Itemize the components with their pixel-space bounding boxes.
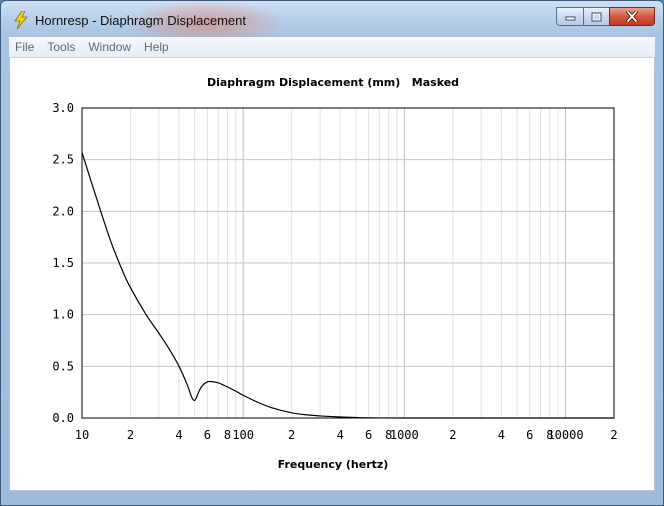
menu-bar: File Tools Window Help <box>9 37 655 58</box>
x-tick-label: 1000 <box>390 428 419 442</box>
x-tick-label: 6 <box>526 428 533 442</box>
menu-tools[interactable]: Tools <box>47 40 76 54</box>
displacement-series-line <box>81 152 614 419</box>
minimize-icon <box>565 16 575 21</box>
x-tick-label: 8 <box>385 428 392 442</box>
x-tick-label: 2 <box>449 428 456 442</box>
plot-frame <box>81 107 615 419</box>
x-tick-label: 4 <box>337 428 344 442</box>
x-tick-label: 6 <box>365 428 372 442</box>
x-tick-label: 2 <box>288 428 295 442</box>
title-bar[interactable]: Hornresp - Diaphragm Displacement <box>1 1 663 37</box>
maximize-icon <box>591 12 602 21</box>
y-tick-label: 2.0 <box>52 204 74 218</box>
menu-help[interactable]: Help <box>144 40 169 54</box>
y-tick-label: 0.0 <box>52 411 74 425</box>
y-tick-label: 0.5 <box>52 359 74 373</box>
menu-window[interactable]: Window <box>88 40 132 54</box>
x-tick-label: 10 <box>75 428 89 442</box>
x-tick-label: 8 <box>546 428 553 442</box>
x-tick-label: 8 <box>224 428 231 442</box>
y-tick-label: 1.0 <box>52 308 74 322</box>
x-axis-label: Frequency (hertz) <box>277 458 389 471</box>
maximize-button[interactable] <box>583 7 609 26</box>
x-tick-label: 4 <box>498 428 505 442</box>
lightning-bolt-icon <box>14 11 28 29</box>
y-tick-label: 3.0 <box>52 101 74 115</box>
chart-title: Diaphragm Displacement (mm) Masked <box>206 76 460 89</box>
x-tick-label: 2 <box>610 428 617 442</box>
y-tick-label: 1.5 <box>52 256 74 270</box>
x-tick-label: 10000 <box>547 428 583 442</box>
x-tick-label: 2 <box>127 428 134 442</box>
chart-area: Diaphragm Displacement (mm) Masked 0.0 0.… <box>9 58 655 491</box>
close-button[interactable] <box>609 7 655 26</box>
window-title: Hornresp - Diaphragm Displacement <box>35 13 246 28</box>
x-tick-label: 4 <box>175 428 182 442</box>
minimize-button[interactable] <box>556 7 583 26</box>
menu-file[interactable]: File <box>15 40 35 54</box>
y-tick-label: 2.5 <box>52 153 74 167</box>
close-icon <box>626 11 638 22</box>
x-tick-label: 100 <box>232 428 254 442</box>
x-tick-label: 6 <box>204 428 211 442</box>
